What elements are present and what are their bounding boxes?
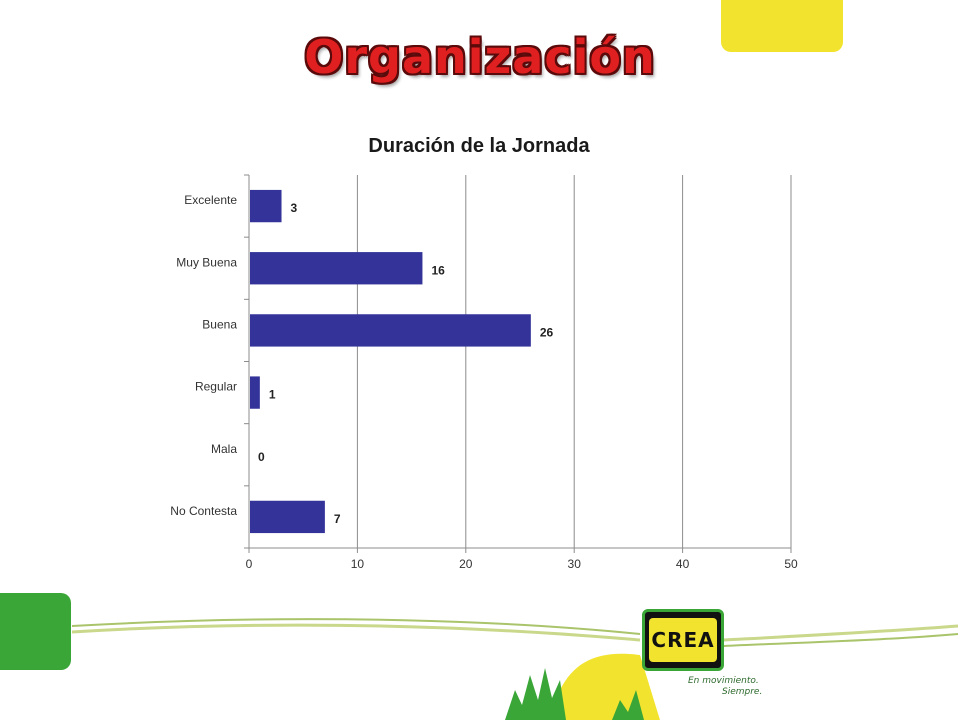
- chart-axes: [244, 174, 792, 553]
- bar: [250, 189, 282, 223]
- tagline-line-1: En movimiento.: [688, 676, 759, 686]
- category-label: Regular: [195, 380, 237, 394]
- crea-logo: CREA: [642, 609, 724, 671]
- data-label: 0: [258, 450, 265, 464]
- category-label: Buena: [202, 317, 237, 331]
- data-label: 26: [540, 325, 554, 339]
- bar: [250, 314, 531, 347]
- x-tick-label: 20: [459, 557, 473, 571]
- category-label: Muy Buena: [176, 255, 237, 269]
- x-tick-label: 10: [351, 557, 365, 571]
- green-accent-tab: [0, 593, 71, 670]
- x-tick-label: 0: [246, 557, 253, 571]
- slide-title: Organización: [304, 30, 656, 84]
- chart-bars: [250, 189, 531, 534]
- bar: [250, 252, 423, 285]
- category-label: Mala: [211, 442, 237, 456]
- chart-title: Duración de la Jornada: [368, 135, 590, 157]
- logo-tagline: En movimiento. Siempre.: [688, 676, 762, 698]
- category-label: No Contesta: [170, 504, 237, 518]
- data-label: 3: [291, 201, 298, 215]
- tagline-line-2: Siempre.: [722, 687, 763, 697]
- x-tick-label: 50: [784, 557, 798, 571]
- x-tick-label: 30: [568, 557, 582, 571]
- category-label: Excelente: [184, 193, 237, 207]
- chart-gridlines: [356, 175, 792, 548]
- bar: [250, 500, 325, 534]
- data-label: 1: [269, 388, 276, 402]
- bar: [250, 376, 260, 409]
- data-label: 7: [334, 512, 341, 526]
- logo-text: CREA: [651, 628, 715, 652]
- yellow-accent-tab: [721, 0, 843, 52]
- data-label: 16: [431, 263, 445, 277]
- x-tick-label: 40: [676, 557, 690, 571]
